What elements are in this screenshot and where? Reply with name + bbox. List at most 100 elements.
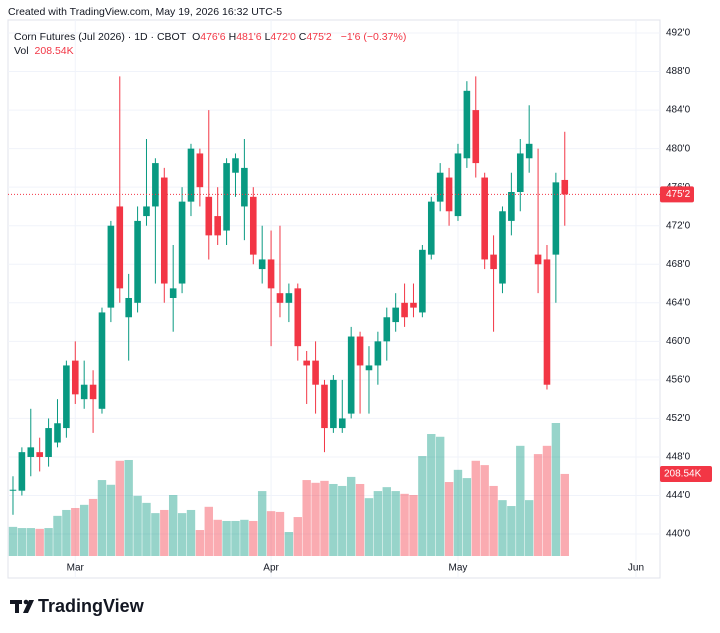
created-note: Created with TradingView.com, May 19, 20… <box>8 6 282 18</box>
x-tick-label: Mar <box>67 563 85 574</box>
candle-body <box>71 360 79 395</box>
volume-bar <box>222 520 231 556</box>
candle-body <box>187 148 195 202</box>
volume-bar <box>275 511 285 556</box>
candle-body <box>267 259 275 289</box>
candle-body <box>63 365 70 429</box>
candle-body <box>134 220 141 303</box>
volume-bar <box>8 526 18 556</box>
volume-bar <box>560 473 569 556</box>
volume-bar <box>516 445 525 556</box>
volume-bar <box>346 476 356 556</box>
candle-body <box>552 182 560 255</box>
volume-bar <box>364 498 374 556</box>
candle-body <box>45 428 52 457</box>
volume-bar <box>338 485 347 556</box>
volume-bar <box>311 482 320 556</box>
volume-bar <box>391 491 400 556</box>
candle-body <box>258 259 266 270</box>
volume-bar <box>88 498 98 556</box>
candle-body <box>356 336 364 366</box>
volume-title: Vol <box>14 45 29 57</box>
candle-body <box>481 177 488 260</box>
volume-bar <box>124 459 133 556</box>
candle-body <box>169 288 177 298</box>
candle-body <box>178 201 186 284</box>
volume-bar <box>427 434 436 556</box>
volume-bar <box>551 423 561 556</box>
candle-body <box>107 225 115 308</box>
volume-bar <box>106 484 116 556</box>
volume-bar <box>418 456 427 556</box>
y-tick-label: 460'0 <box>666 336 691 347</box>
volume-bar <box>507 506 516 556</box>
y-tick-label: 456'0 <box>666 375 691 386</box>
x-tick-label: Apr <box>263 563 279 574</box>
candle-body <box>543 259 551 385</box>
candle-body <box>196 153 204 188</box>
candle-body <box>27 447 35 457</box>
candle-body <box>436 172 444 202</box>
volume-bar <box>97 480 107 556</box>
y-tick-label: 464'0 <box>666 297 691 308</box>
y-tick-label: 440'0 <box>666 529 691 540</box>
ohlc-key: H <box>228 31 237 43</box>
volume-bar <box>160 509 169 556</box>
candle-body <box>223 163 230 231</box>
volume-bar <box>62 509 71 556</box>
volume-bar <box>400 493 409 556</box>
last-price-label: 475'2 <box>666 189 691 200</box>
candle-body <box>116 206 124 289</box>
volume-bar <box>213 519 222 556</box>
candle-body <box>516 153 524 192</box>
y-tick-label: 492'0 <box>666 28 691 39</box>
candle-body <box>98 312 106 409</box>
legend-line: Corn Futures (Jul 2026) · 1D · CBOT O476… <box>14 31 409 43</box>
y-tick-label: 468'0 <box>666 259 691 270</box>
volume-bar <box>542 445 552 556</box>
volume-bar <box>302 480 311 556</box>
y-tick-label: 488'0 <box>666 66 691 77</box>
volume-bar <box>133 495 142 556</box>
volume-bar <box>524 500 534 556</box>
candle-body <box>392 307 399 323</box>
ohlc-value: 481'6 <box>236 31 262 43</box>
candle-body <box>472 110 480 164</box>
volume-bar <box>35 528 44 556</box>
volume-bar <box>231 520 240 556</box>
candle-body <box>276 293 284 303</box>
plot: 440'0 444'0 448'0 452'0 456'0 460'0 464'0 468'0… <box>7 19 712 579</box>
candle-body <box>365 365 373 371</box>
volume-bar <box>480 465 489 556</box>
x-tick-label: May <box>449 563 468 574</box>
candle-body <box>125 297 132 318</box>
ohlc: O476'6 H481'6 L472'0 C475'2 <box>192 31 335 43</box>
volume-bar <box>79 504 89 556</box>
volume-bar <box>204 506 213 556</box>
candle-body <box>249 196 257 255</box>
logo <box>10 599 34 613</box>
candle-body <box>54 423 61 443</box>
volume-bar <box>151 513 160 556</box>
y-tick-label: 452'0 <box>666 413 691 424</box>
x-tick-label: Jun <box>628 563 644 574</box>
volume-bar <box>240 519 249 556</box>
candle-body <box>401 302 408 318</box>
candle-body <box>9 489 17 491</box>
y-tick-label: 480'0 <box>666 143 691 154</box>
candle-body <box>508 191 515 221</box>
volume-bar <box>186 509 196 556</box>
volume-bar <box>382 487 391 556</box>
volume-bar <box>71 507 80 556</box>
change: −1'6 (−0.37%) <box>340 31 407 43</box>
volume-bar <box>142 502 151 556</box>
candle-body <box>214 216 221 236</box>
volume-bar <box>17 528 27 556</box>
volume-bar <box>293 517 302 556</box>
ohlc-key: C <box>298 31 307 43</box>
candle-body <box>534 254 542 265</box>
volume-bar <box>53 515 62 556</box>
candle-body <box>561 179 569 195</box>
